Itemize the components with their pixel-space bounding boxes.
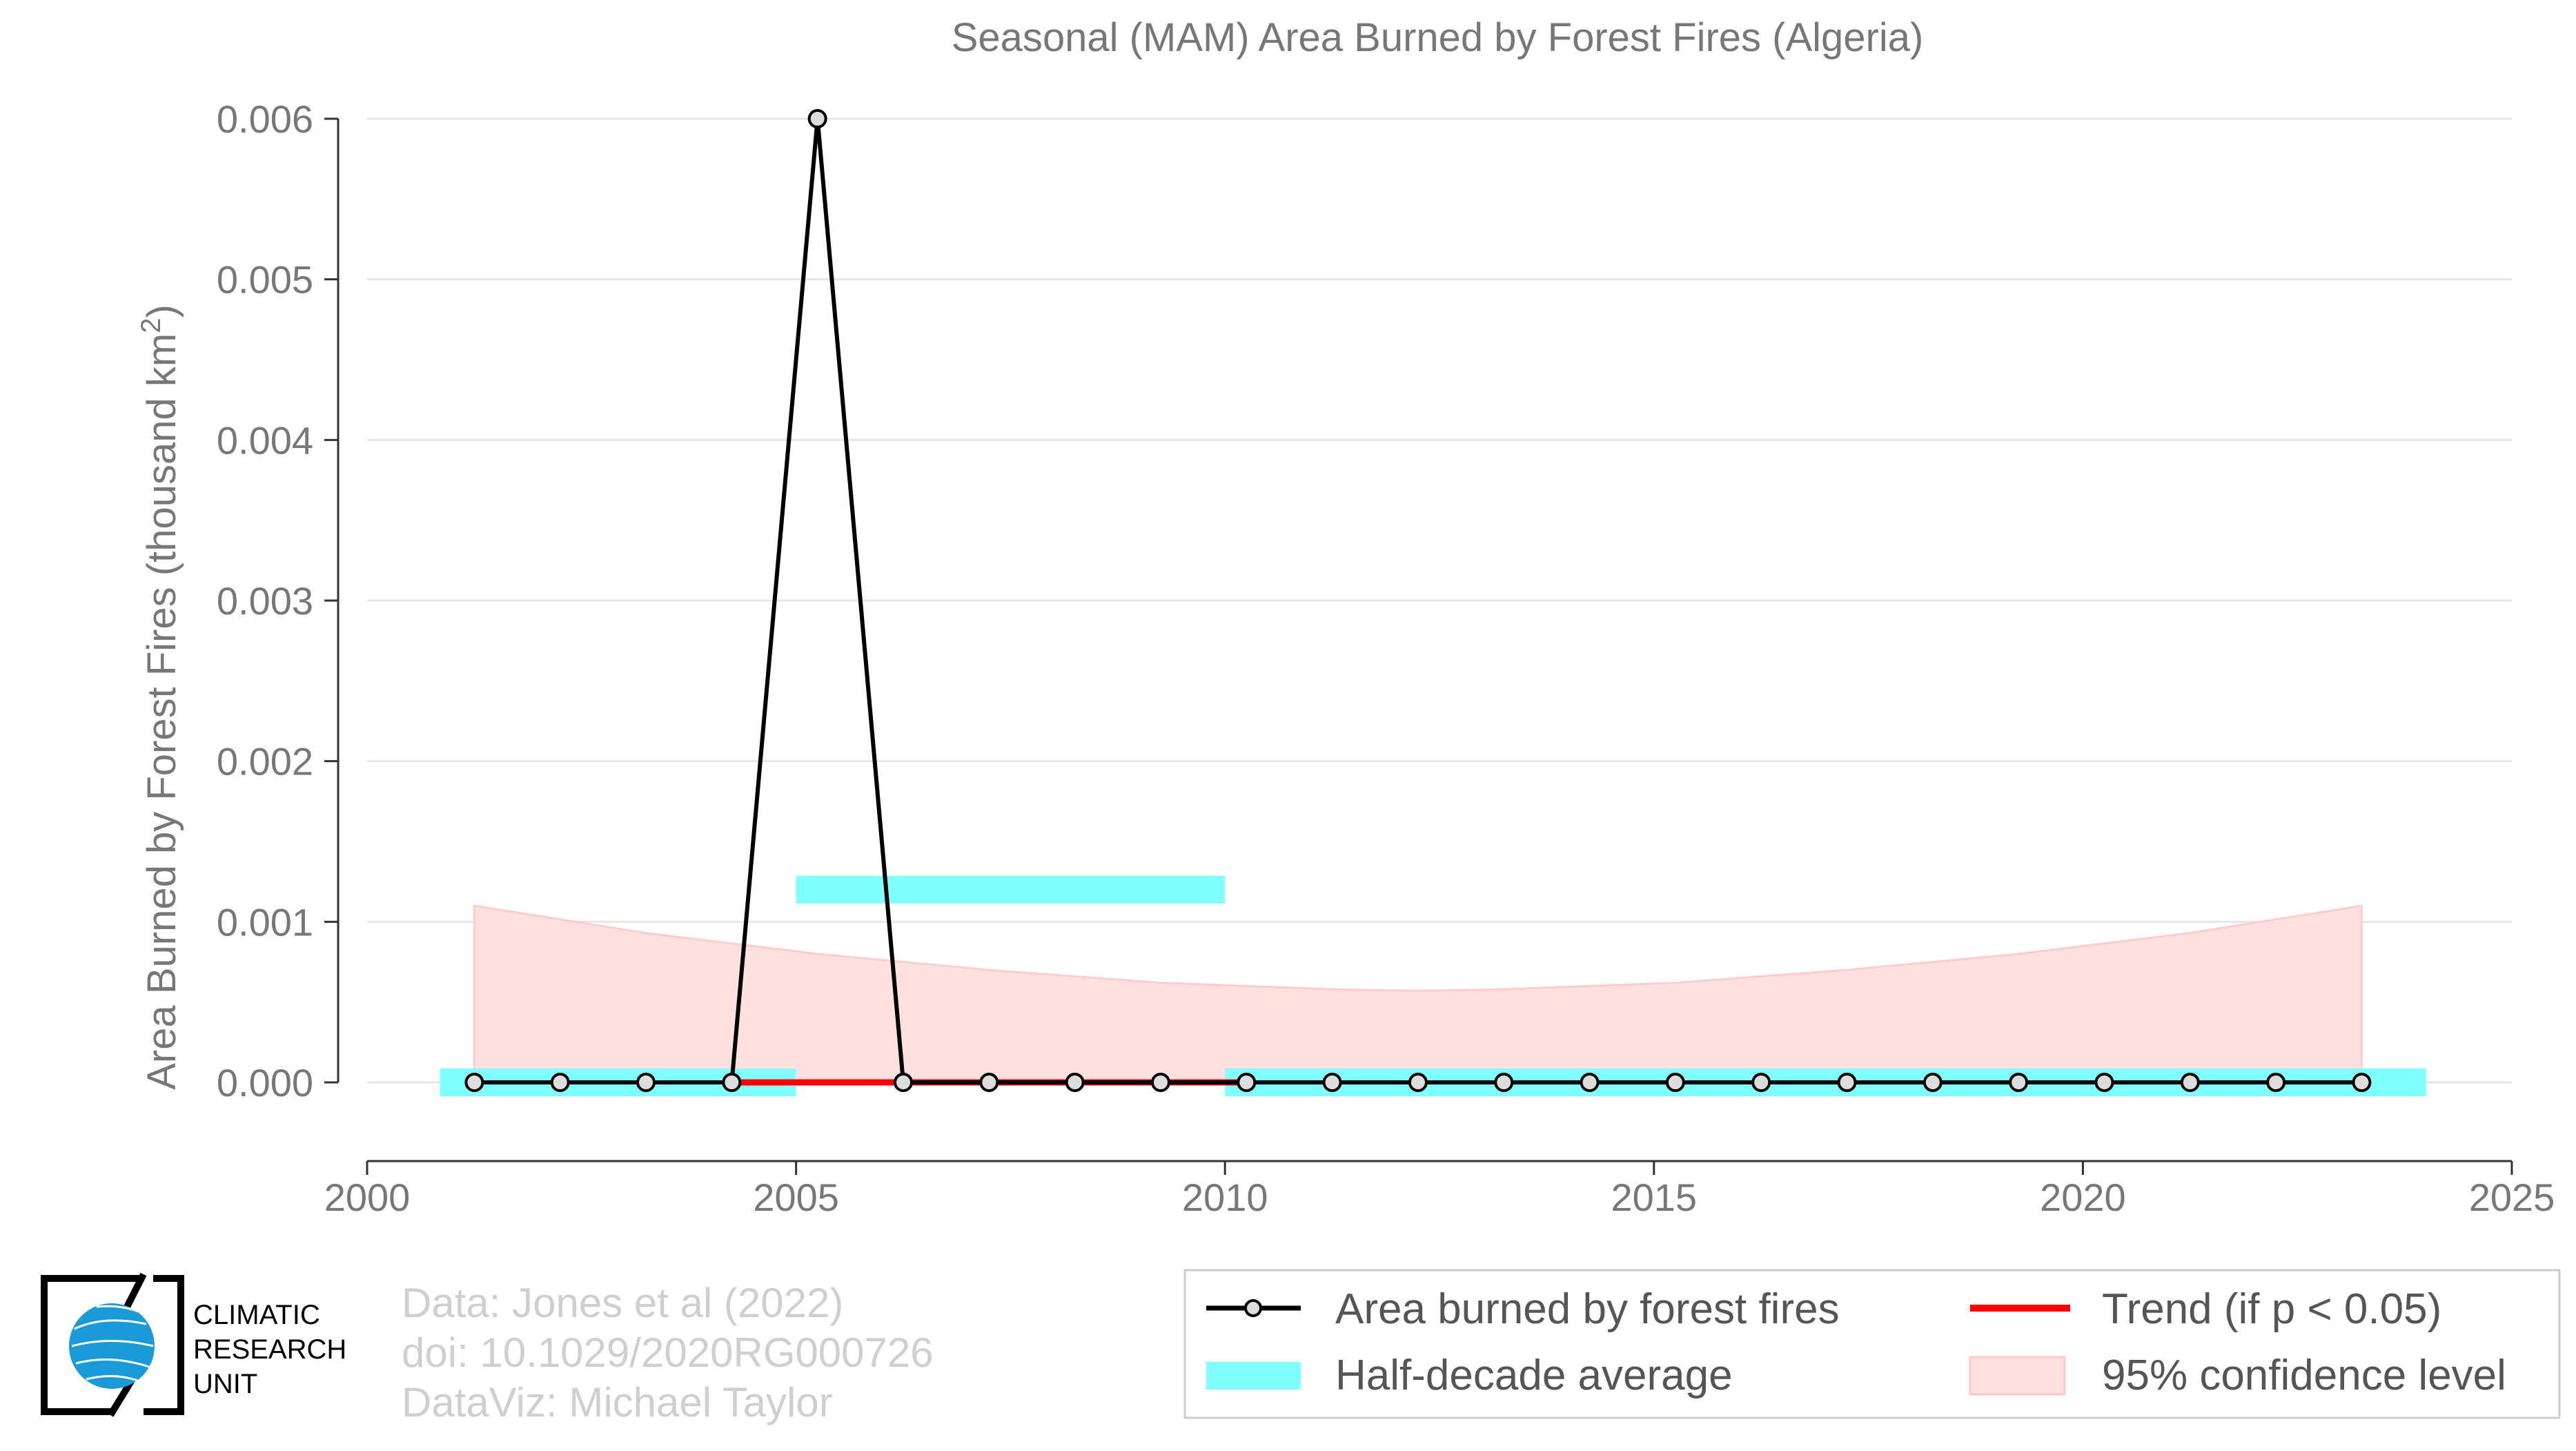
y-tick-label: 0.006 <box>217 97 313 141</box>
legend-item-confidence: 95% confidence level <box>1969 1352 2506 1399</box>
confidence-band-layer <box>473 904 2363 1084</box>
legend-item-series: Area burned by forest fires <box>1206 1285 1840 1333</box>
y-axis-label: Area Burned by Forest Fires (thousand km… <box>136 304 184 1090</box>
x-tick-label: 2010 <box>1182 1176 1268 1219</box>
legend-item-average: Half-decade average <box>1206 1352 1733 1399</box>
data-point <box>1665 1073 1685 1092</box>
logo-frame <box>41 1275 184 1415</box>
credit-doi: doi: 10.1029/2020RG000726 <box>402 1330 934 1376</box>
data-point <box>1322 1073 1342 1092</box>
credit-data-source: Data: Jones et al (2022) <box>402 1280 843 1326</box>
data-point <box>722 1073 742 1092</box>
y-axis-label-close: ) <box>139 304 184 318</box>
data-point <box>464 1073 484 1092</box>
axes: 0.000 0.001 0.002 0.003 0.004 0.005 0.006 2000 2… <box>217 97 2555 1219</box>
y-tick-label: 0.005 <box>217 258 313 302</box>
y-tick-label: 0.002 <box>217 740 313 783</box>
y-tick-label: 0.001 <box>217 900 313 944</box>
data-point <box>636 1073 656 1092</box>
legend-box <box>1183 1269 2561 1419</box>
x-tick-label: 2000 <box>324 1176 411 1219</box>
data-point <box>807 109 827 128</box>
logo-text-line2: RESEARCH <box>193 1334 346 1365</box>
chart-title: Seasonal (MAM) Area Burned by Forest Fir… <box>952 15 1924 60</box>
legend-average-swatch <box>1206 1362 1301 1390</box>
legend: Area burned by forest fires Trend (if p … <box>1183 1269 2561 1419</box>
legend-series-marker <box>1244 1299 1262 1317</box>
y-axis-label-superscript: 2 <box>136 318 166 333</box>
gridlines <box>367 117 2512 1084</box>
data-point <box>2180 1073 2200 1092</box>
legend-trend-label: Trend (if p < 0.05) <box>2102 1285 2441 1333</box>
x-tick-label: 2005 <box>753 1176 839 1219</box>
half-decade-average-bar <box>796 875 1226 904</box>
data-point <box>1237 1073 1257 1092</box>
credits: Data: Jones et al (2022) doi: 10.1029/20… <box>402 1280 934 1425</box>
y-axis-label-main: Area Burned by Forest Fires (thousand km <box>139 333 184 1090</box>
data-point <box>2094 1073 2114 1092</box>
cru-logo: CLIMATIC RESEARCH UNIT <box>41 1272 346 1417</box>
legend-item-trend: Trend (if p < 0.05) <box>1970 1285 2441 1333</box>
data-point <box>1408 1073 1428 1092</box>
data-point <box>2266 1073 2286 1092</box>
data-point <box>979 1073 999 1092</box>
globe-icon-lines <box>71 1305 154 1382</box>
data-point <box>2009 1073 2029 1092</box>
data-point <box>2352 1073 2372 1092</box>
confidence-band <box>473 904 2363 1084</box>
series-layer <box>464 109 2372 1092</box>
credit-dataviz: DataViz: Michael Taylor <box>402 1379 833 1425</box>
data-point <box>894 1073 913 1092</box>
legend-confidence-swatch <box>1969 1356 2066 1396</box>
legend-confidence-label: 95% confidence level <box>2102 1352 2506 1399</box>
data-point <box>1837 1073 1857 1092</box>
data-point <box>1751 1073 1771 1092</box>
data-point <box>1494 1073 1514 1092</box>
data-point <box>550 1073 570 1092</box>
y-tick-label: 0.004 <box>217 418 313 462</box>
legend-series-label: Area burned by forest fires <box>1335 1285 1840 1333</box>
globe-icon <box>69 1303 155 1389</box>
data-point <box>1065 1073 1085 1092</box>
data-point <box>1580 1073 1600 1092</box>
x-tick-label: 2025 <box>2469 1176 2555 1219</box>
logo-text-line1: CLIMATIC <box>193 1300 320 1330</box>
y-tick-label: 0.003 <box>217 579 313 623</box>
x-tick-label: 2020 <box>2040 1176 2126 1219</box>
data-point <box>1923 1073 1943 1092</box>
y-tick-label: 0.000 <box>217 1061 313 1104</box>
logo-frame-slash-bottom <box>107 1379 135 1417</box>
logo-text-line3: UNIT <box>193 1369 257 1399</box>
legend-average-label: Half-decade average <box>1335 1352 1733 1399</box>
x-tick-label: 2015 <box>1611 1176 1698 1219</box>
data-point <box>1150 1073 1170 1092</box>
